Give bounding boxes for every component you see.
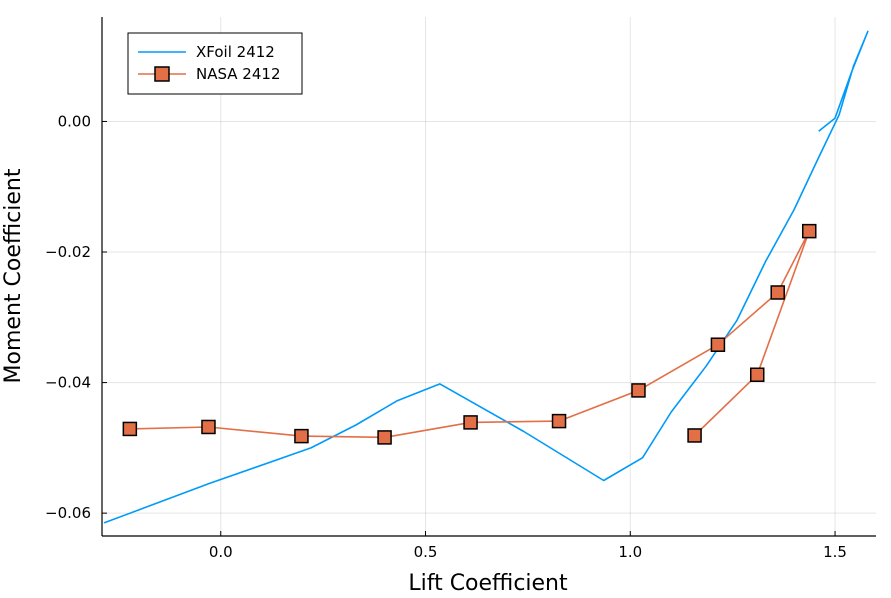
x-tick-label: 1.0 (618, 543, 642, 561)
x-axis-title: Lift Coefficient (408, 571, 568, 596)
y-tick-label: 0.00 (58, 112, 91, 130)
series-line-0 (103, 30, 869, 524)
legend-marker-nasa (154, 66, 170, 82)
x-tick-label: 0.5 (414, 543, 438, 561)
data-point (201, 419, 216, 435)
data-point (687, 428, 702, 443)
data-point (294, 428, 309, 444)
legend-label-nasa: NASA 2412 (196, 65, 281, 83)
y-tick-label: −0.02 (45, 243, 91, 261)
data-point (122, 421, 138, 437)
axes (101, 17, 876, 537)
y-tick-label: −0.04 (45, 374, 91, 392)
x-tick-label: 1.5 (823, 543, 847, 561)
data-point (710, 337, 726, 352)
data-point (551, 413, 567, 429)
series-layer (103, 30, 869, 524)
legend-label-xfoil: XFoil 2412 (196, 43, 275, 61)
data-point (770, 285, 785, 300)
x-tick-label: 0.0 (209, 543, 233, 561)
grid (102, 17, 876, 536)
series-line-1 (129, 230, 811, 439)
y-axis-title: Moment Coefficient (1, 168, 26, 383)
y-tick-label: −0.06 (45, 504, 91, 522)
data-point (631, 383, 646, 398)
data-point (749, 367, 765, 383)
data-point (463, 415, 478, 430)
ticks: 0.0 0.5 1.0 1.5 0.00 −0.02 −0.04 −0.06 (45, 112, 847, 561)
data-point (801, 223, 817, 239)
legend-box (127, 32, 303, 95)
legend: XFoil 2412 NASA 2412 (127, 32, 303, 95)
data-point (377, 430, 392, 445)
